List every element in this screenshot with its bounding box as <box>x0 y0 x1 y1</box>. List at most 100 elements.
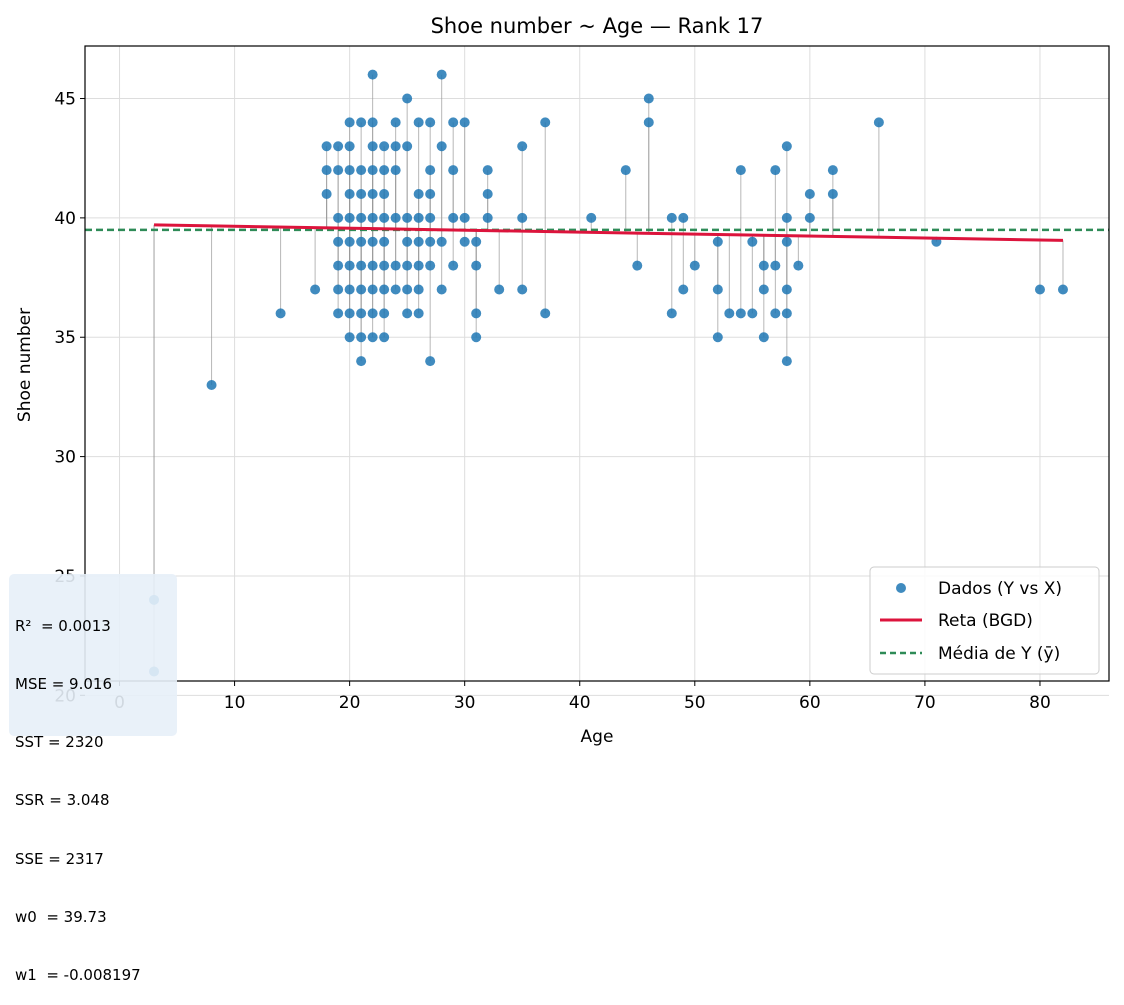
data-point <box>413 189 424 200</box>
data-point <box>379 332 390 343</box>
data-point <box>436 141 447 152</box>
data-point <box>344 308 355 319</box>
x-tick-label: 60 <box>799 693 821 713</box>
data-point <box>770 260 781 271</box>
data-point <box>781 141 792 152</box>
data-point <box>425 356 436 367</box>
data-point <box>379 189 390 200</box>
data-point <box>471 308 482 319</box>
data-point <box>367 308 378 319</box>
data-point <box>379 284 390 295</box>
data-point <box>390 260 401 271</box>
data-point <box>471 236 482 247</box>
legend-marker-points <box>896 583 906 593</box>
data-point <box>471 332 482 343</box>
data-point <box>781 284 792 295</box>
stat-sst: SST = 2320 <box>15 733 104 752</box>
x-tick-label: 40 <box>569 693 591 713</box>
legend: Dados (Y vs X) Reta (BGD) Média de Y (ȳ) <box>869 566 1100 675</box>
data-point <box>413 284 424 295</box>
scatter-chart: 01020304050607080 202530354045 Shoe numb… <box>15 14 1110 747</box>
data-point <box>333 236 344 247</box>
data-point <box>333 141 344 152</box>
data-point <box>448 260 459 271</box>
data-point <box>436 69 447 80</box>
data-point <box>356 189 367 200</box>
y-tick-label: 35 <box>54 328 76 348</box>
data-point <box>367 117 378 128</box>
data-point <box>540 308 551 319</box>
data-point <box>356 117 367 128</box>
y-tick-label: 30 <box>54 448 76 468</box>
data-point <box>413 117 424 128</box>
data-point <box>735 308 746 319</box>
data-point <box>356 260 367 271</box>
data-point <box>356 332 367 343</box>
data-point <box>344 189 355 200</box>
data-point <box>402 308 413 319</box>
data-point <box>793 260 804 271</box>
data-point <box>344 165 355 176</box>
data-point <box>425 212 436 223</box>
data-point <box>471 260 482 271</box>
data-point <box>873 117 884 128</box>
data-point <box>367 141 378 152</box>
data-point <box>425 165 436 176</box>
data-point <box>643 93 654 104</box>
data-point <box>678 212 689 223</box>
data-point <box>448 165 459 176</box>
plot-frame <box>84 45 1110 682</box>
data-point <box>712 236 723 247</box>
data-point <box>390 212 401 223</box>
data-point <box>367 260 378 271</box>
data-point <box>586 212 597 223</box>
data-point <box>367 236 378 247</box>
data-point <box>321 141 332 152</box>
data-point <box>402 236 413 247</box>
data-point <box>482 165 493 176</box>
grid <box>85 46 1109 696</box>
data-point <box>632 260 643 271</box>
x-tick-label: 50 <box>684 693 706 713</box>
data-point <box>402 141 413 152</box>
data-point <box>517 141 528 152</box>
stat-w0: w0 = 39.73 <box>15 907 107 926</box>
data-point <box>344 284 355 295</box>
data-point <box>678 284 689 295</box>
data-point <box>770 308 781 319</box>
data-point <box>448 117 459 128</box>
data-point <box>367 165 378 176</box>
data-point <box>344 236 355 247</box>
data-point <box>517 212 528 223</box>
y-tick-label: 45 <box>54 90 76 110</box>
data-point <box>712 332 723 343</box>
data-point <box>666 308 677 319</box>
x-tick-label: 70 <box>914 693 936 713</box>
data-point <box>206 379 217 390</box>
data-point <box>390 141 401 152</box>
data-point <box>390 284 401 295</box>
data-point <box>333 165 344 176</box>
data-point <box>425 260 436 271</box>
data-point <box>333 284 344 295</box>
data-point <box>1057 284 1068 295</box>
x-tick-label: 10 <box>224 693 246 713</box>
data-point <box>781 236 792 247</box>
data-point <box>379 260 390 271</box>
data-point <box>333 308 344 319</box>
stats-box <box>9 574 177 736</box>
data-point <box>356 356 367 367</box>
legend-label-mean: Média de Y (ȳ) <box>938 644 1060 664</box>
data-point <box>482 189 493 200</box>
x-axis-ticks: 01020304050607080 <box>114 681 1051 713</box>
data-point <box>379 141 390 152</box>
chart-title: Shoe number ~ Age — Rank 17 <box>431 14 764 38</box>
regression-line-layer <box>154 223 1064 242</box>
stat-w1: w1 = -0.008197 <box>15 966 141 985</box>
data-point <box>402 93 413 104</box>
data-point <box>494 284 505 295</box>
x-tick-label: 30 <box>454 693 476 713</box>
data-point <box>758 284 769 295</box>
data-point <box>758 332 769 343</box>
data-point <box>436 236 447 247</box>
